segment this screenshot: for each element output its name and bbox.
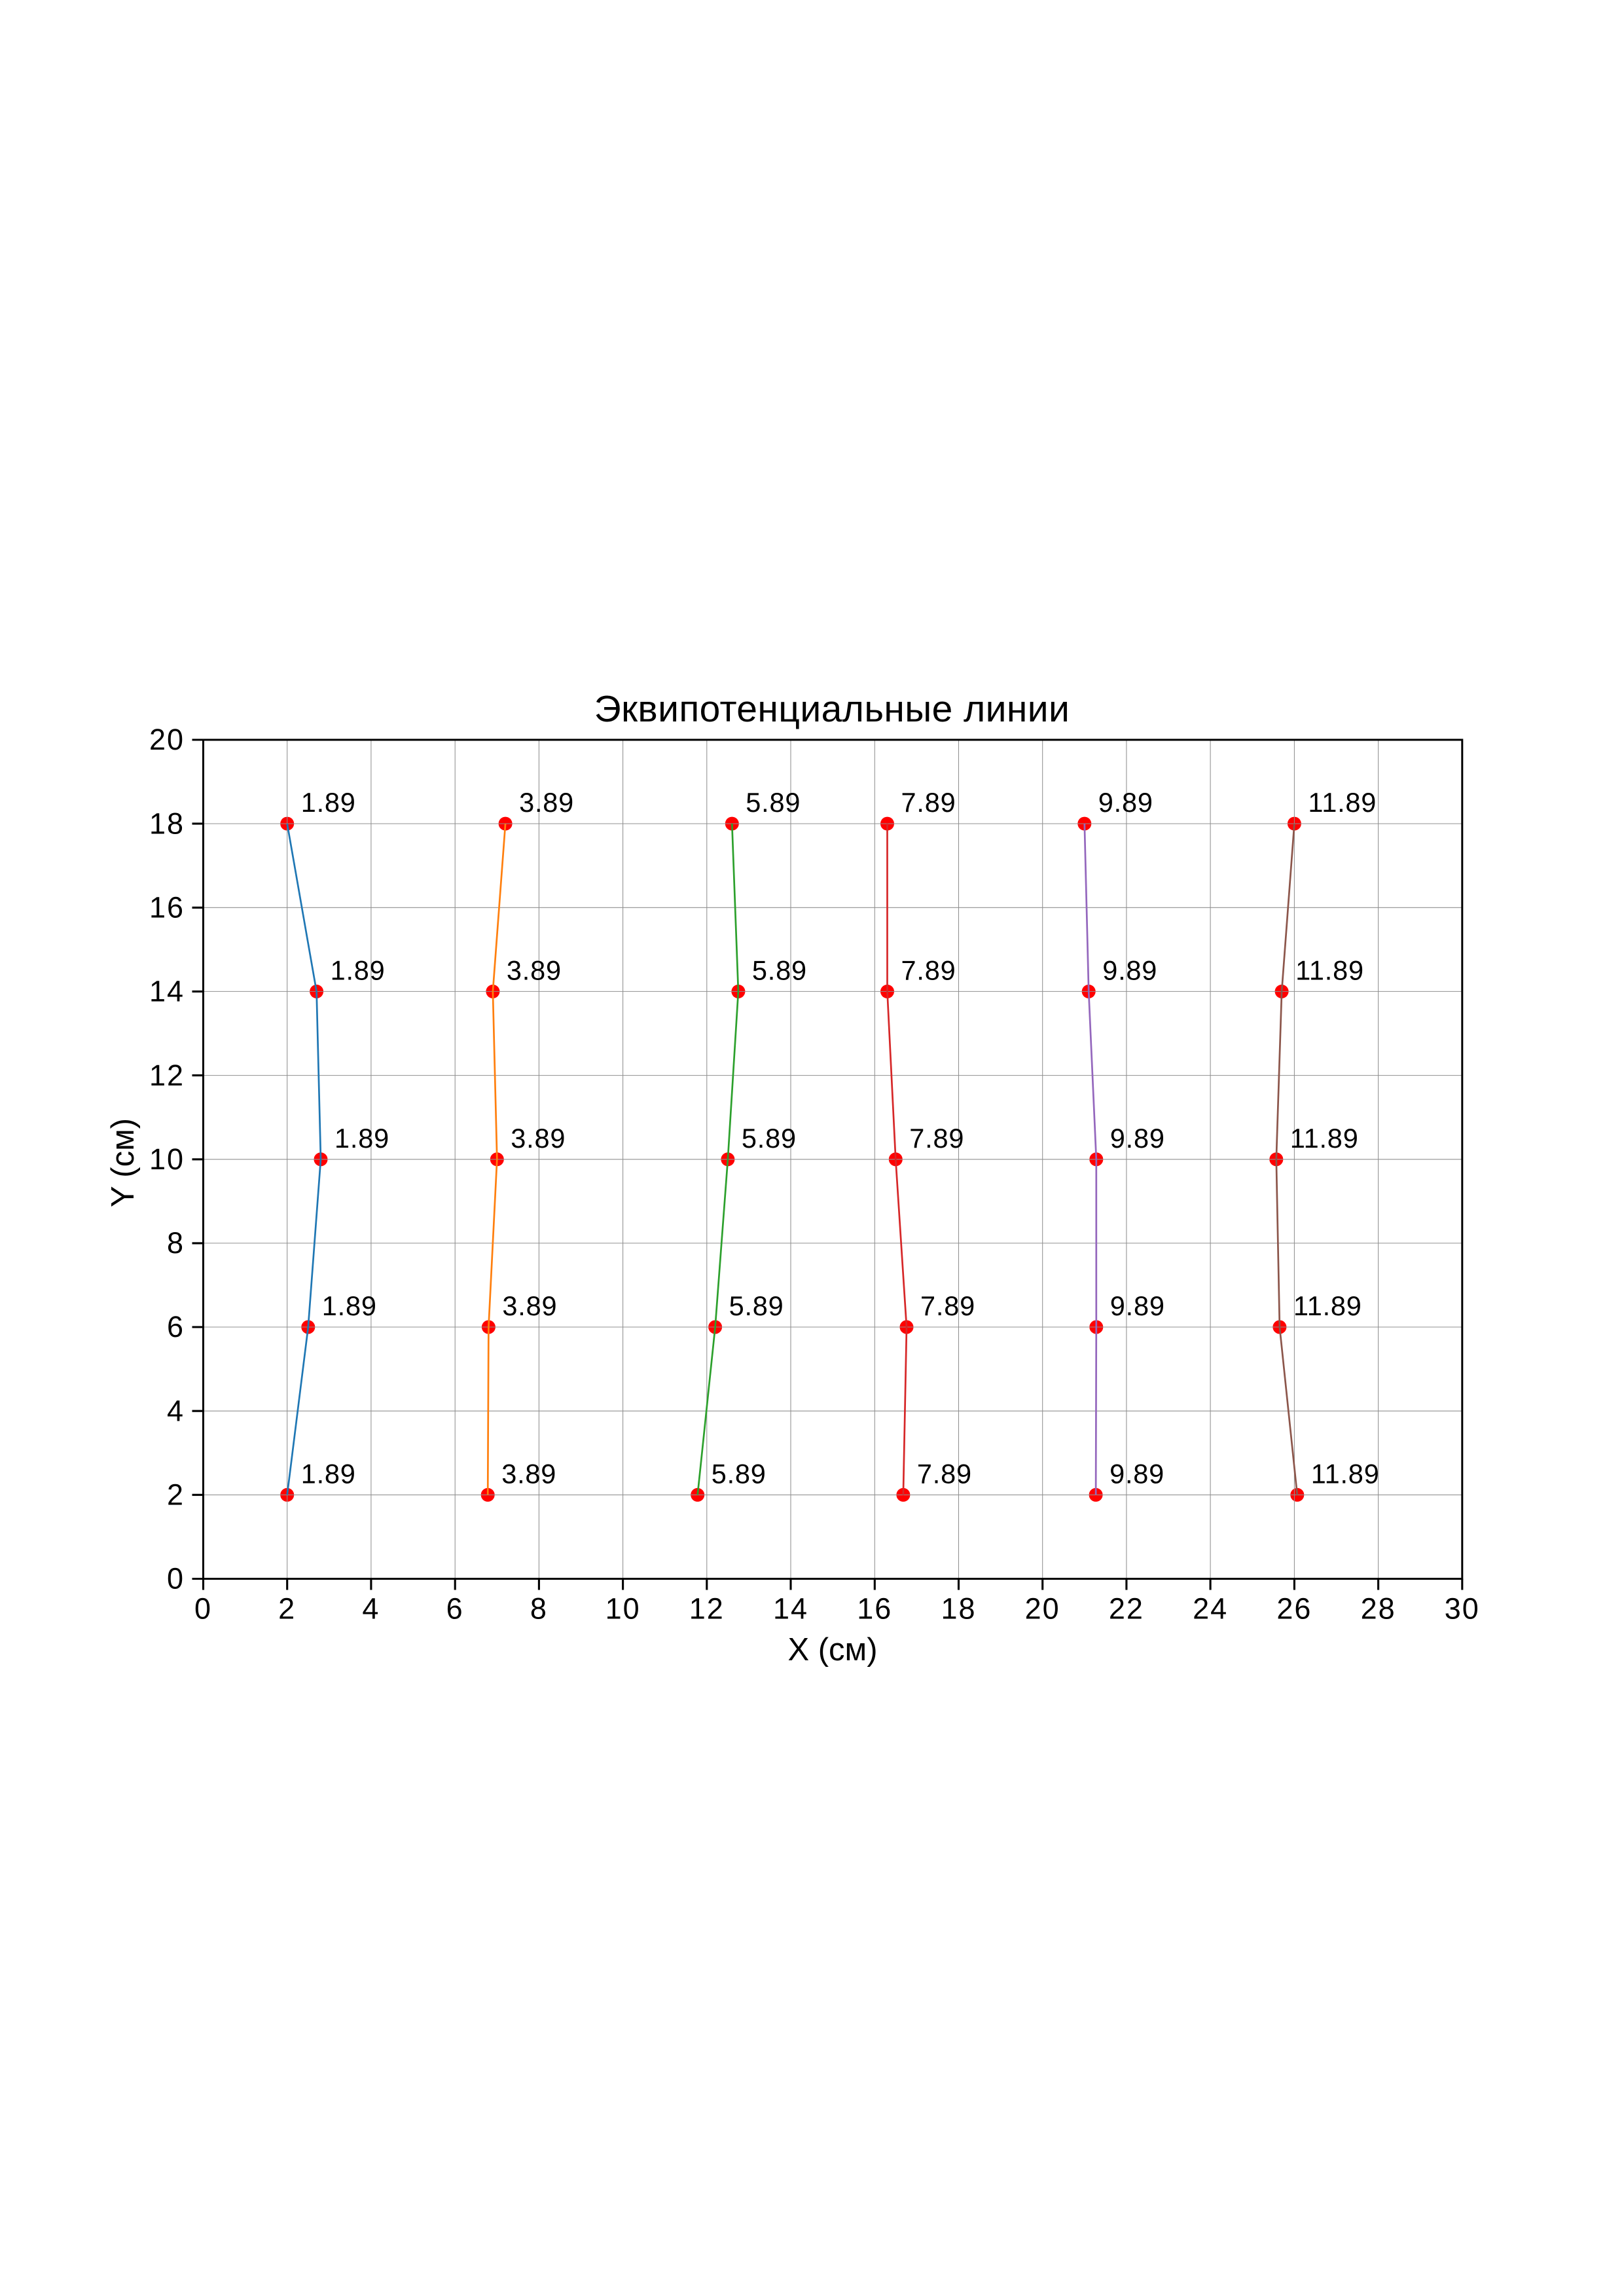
svg-text:9.89: 9.89: [1110, 1123, 1165, 1154]
svg-text:11.89: 11.89: [1293, 1290, 1362, 1321]
svg-text:20: 20: [1025, 1592, 1060, 1626]
svg-text:10: 10: [605, 1592, 641, 1626]
svg-text:4: 4: [362, 1592, 380, 1626]
svg-text:3.89: 3.89: [502, 1290, 557, 1321]
svg-text:1.89: 1.89: [301, 787, 356, 818]
svg-text:5.89: 5.89: [729, 1290, 784, 1321]
svg-text:5.89: 5.89: [746, 787, 801, 818]
svg-text:3.89: 3.89: [501, 1458, 556, 1489]
svg-text:11.89: 11.89: [1295, 955, 1364, 985]
svg-text:0: 0: [194, 1592, 212, 1626]
svg-text:1.89: 1.89: [334, 1123, 389, 1154]
svg-text:1.89: 1.89: [322, 1290, 377, 1321]
svg-text:6: 6: [446, 1592, 464, 1626]
svg-text:2: 2: [167, 1478, 185, 1512]
svg-text:12: 12: [689, 1592, 725, 1626]
svg-text:7.89: 7.89: [901, 787, 956, 818]
svg-text:Y (см): Y (см): [105, 1118, 141, 1207]
svg-text:26: 26: [1276, 1592, 1312, 1626]
svg-text:5.89: 5.89: [742, 1123, 797, 1154]
svg-text:4: 4: [167, 1394, 185, 1427]
svg-text:7.89: 7.89: [909, 1123, 964, 1154]
svg-text:11.89: 11.89: [1311, 1458, 1380, 1489]
svg-text:3.89: 3.89: [511, 1123, 566, 1154]
svg-text:8: 8: [530, 1592, 548, 1626]
svg-text:28: 28: [1361, 1592, 1396, 1626]
svg-text:18: 18: [149, 807, 185, 840]
svg-text:3.89: 3.89: [519, 787, 574, 818]
svg-text:9.89: 9.89: [1110, 1458, 1164, 1489]
svg-text:18: 18: [941, 1592, 976, 1626]
svg-text:6: 6: [167, 1310, 185, 1343]
svg-text:1.89: 1.89: [331, 955, 386, 985]
svg-text:5.89: 5.89: [752, 955, 807, 985]
svg-text:12: 12: [149, 1059, 185, 1092]
svg-text:20: 20: [149, 723, 185, 756]
svg-text:Эквипотенциальные линии: Эквипотенциальные линии: [594, 688, 1070, 730]
svg-text:9.89: 9.89: [1110, 1290, 1165, 1321]
svg-text:3.89: 3.89: [507, 955, 562, 985]
svg-text:0: 0: [167, 1562, 185, 1595]
svg-text:11.89: 11.89: [1308, 787, 1377, 818]
svg-text:30: 30: [1445, 1592, 1480, 1626]
svg-text:7.89: 7.89: [901, 955, 956, 985]
svg-text:7.89: 7.89: [917, 1458, 972, 1489]
svg-text:9.89: 9.89: [1098, 787, 1153, 818]
svg-text:11.89: 11.89: [1290, 1123, 1359, 1154]
svg-text:10: 10: [149, 1142, 185, 1176]
svg-text:14: 14: [773, 1592, 808, 1626]
svg-text:2: 2: [278, 1592, 296, 1626]
svg-text:22: 22: [1109, 1592, 1144, 1626]
svg-text:7.89: 7.89: [920, 1290, 975, 1321]
svg-text:16: 16: [857, 1592, 892, 1626]
svg-text:X (см): X (см): [787, 1632, 877, 1667]
svg-text:5.89: 5.89: [712, 1458, 767, 1489]
svg-text:1.89: 1.89: [301, 1458, 356, 1489]
svg-text:8: 8: [167, 1226, 185, 1260]
svg-text:9.89: 9.89: [1102, 955, 1157, 985]
svg-text:24: 24: [1193, 1592, 1228, 1626]
svg-text:14: 14: [149, 975, 185, 1008]
svg-text:16: 16: [149, 891, 185, 924]
